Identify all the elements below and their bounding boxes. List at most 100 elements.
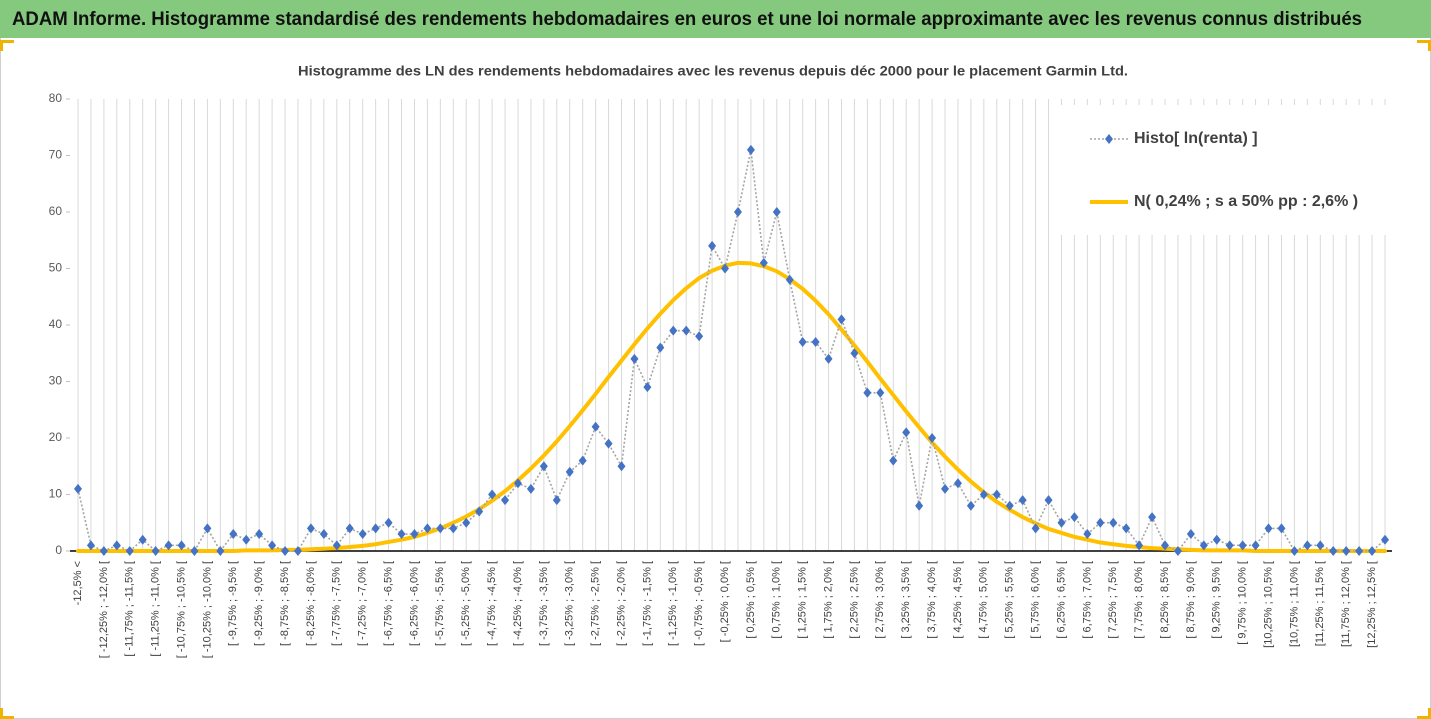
x-tick-label: [ 1,25% ; 1,5% [ xyxy=(797,561,809,639)
data-point xyxy=(86,540,95,551)
data-point xyxy=(1005,500,1014,511)
data-point xyxy=(384,517,393,528)
data-point xyxy=(695,331,704,342)
data-point xyxy=(643,382,652,393)
data-point xyxy=(1044,495,1053,506)
data-point xyxy=(669,325,678,336)
x-tick-label: [ 0,25% ; 0,5% [ xyxy=(745,561,757,639)
data-point xyxy=(682,325,691,336)
data-point xyxy=(992,489,1001,500)
data-point xyxy=(1199,540,1208,551)
data-point xyxy=(1096,517,1105,528)
data-point xyxy=(604,438,613,449)
x-tick-label: [ -9,25% ; -9,0% [ xyxy=(253,561,265,646)
x-tick-label: -12,5% < xyxy=(72,561,84,605)
y-tick-label: 20 xyxy=(49,430,63,444)
data-point xyxy=(74,483,82,494)
x-tick-label: [ -10,25% ; -10,0% [ xyxy=(201,561,213,658)
data-point xyxy=(850,348,859,359)
data-point xyxy=(475,506,484,517)
data-point xyxy=(177,540,186,551)
x-tick-label: [ -11,25% ; -11,0% [ xyxy=(150,561,162,657)
data-point xyxy=(164,540,173,551)
data-point xyxy=(928,433,937,443)
data-point xyxy=(979,489,988,500)
data-point xyxy=(902,427,911,438)
data-point xyxy=(1070,512,1079,523)
data-point xyxy=(501,495,510,506)
chart-title: Histogramme des LN des rendements hebdom… xyxy=(298,63,1128,79)
plot-area xyxy=(74,144,1389,556)
legend-box xyxy=(1058,105,1388,235)
x-tick-label: [10,25% ; 10,5% [ xyxy=(1262,561,1274,648)
x-tick-label: [ -11,75% ; -11,5% [ xyxy=(124,561,136,657)
data-point xyxy=(733,207,742,217)
x-tick-label: [12,25% ; 12,5% [ xyxy=(1366,561,1378,648)
data-point xyxy=(1342,546,1351,556)
legend-label: Histo[ ln(renta) ] xyxy=(1134,130,1258,147)
data-point xyxy=(1381,534,1389,545)
x-tick-label: [ 3,25% ; 3,5% [ xyxy=(900,561,912,639)
x-tick-label: [ -3,75% ; -3,5% [ xyxy=(538,561,550,646)
data-point xyxy=(268,540,277,551)
x-tick-label: [ -4,25% ; -4,0% [ xyxy=(512,561,524,646)
x-tick-label: [ -8,75% ; -8,5% [ xyxy=(279,561,291,646)
x-tick-label: [ -5,75% ; -5,5% [ xyxy=(434,561,446,646)
data-point xyxy=(112,540,121,551)
data-point xyxy=(591,421,600,432)
data-point xyxy=(941,483,950,494)
data-point xyxy=(1018,495,1027,506)
x-tick-label: [ 8,25% ; 8,5% [ xyxy=(1159,561,1171,639)
legend-marker xyxy=(1105,134,1113,144)
data-point xyxy=(824,353,833,364)
data-point xyxy=(488,489,497,500)
x-tick-label: [10,75% ; 11,0% [ xyxy=(1288,561,1300,647)
data-point xyxy=(656,342,665,353)
data-point xyxy=(785,274,794,285)
x-tick-label: [ 7,25% ; 7,5% [ xyxy=(1107,561,1119,639)
x-tick-label: [ -1,75% ; -1,5% [ xyxy=(641,561,653,646)
data-point xyxy=(1031,523,1040,534)
data-point xyxy=(306,523,315,534)
data-point xyxy=(255,529,264,540)
data-point xyxy=(1148,512,1157,523)
x-tick-label: [ -5,25% ; -5,0% [ xyxy=(460,561,472,646)
data-point xyxy=(759,257,768,268)
data-point xyxy=(772,207,781,217)
data-point xyxy=(1122,523,1131,534)
data-point xyxy=(242,534,251,545)
x-tick-label: [ 0,75% ; 1,0% [ xyxy=(771,561,783,639)
y-tick-label: 50 xyxy=(49,261,63,275)
data-point xyxy=(371,523,380,534)
data-point xyxy=(281,546,290,556)
data-point xyxy=(1303,540,1312,551)
x-tick-label: [ 4,25% ; 4,5% [ xyxy=(952,561,964,639)
data-point xyxy=(876,387,885,398)
data-point xyxy=(889,455,898,466)
x-tick-label: [ -10,75% ; -10,5% [ xyxy=(175,561,187,658)
data-point xyxy=(915,500,924,511)
data-point xyxy=(319,529,328,540)
data-point xyxy=(1238,540,1247,551)
data-point xyxy=(539,461,548,472)
data-point xyxy=(513,478,522,489)
data-point xyxy=(1290,546,1299,556)
y-tick-label: 0 xyxy=(55,543,62,557)
x-tick-label: [ 1,75% ; 2,0% [ xyxy=(822,561,834,639)
data-point xyxy=(863,387,872,398)
x-tick-label: [ 4,75% ; 5,0% [ xyxy=(978,561,990,639)
data-point xyxy=(99,546,108,556)
x-tick-label: [ 9,75% ; 10,0% [ xyxy=(1237,561,1249,645)
data-point xyxy=(462,517,471,528)
data-point xyxy=(953,478,962,489)
data-point xyxy=(630,353,639,364)
y-tick-label: 10 xyxy=(49,487,63,501)
data-point xyxy=(578,455,587,466)
data-point xyxy=(229,529,238,540)
data-point xyxy=(203,523,212,534)
x-tick-label: [ 9,25% ; 9,5% [ xyxy=(1211,561,1223,639)
data-point xyxy=(293,546,302,556)
x-tick-label: [ 5,75% ; 6,0% [ xyxy=(1030,561,1042,639)
data-point xyxy=(1212,534,1221,545)
data-point xyxy=(358,529,367,540)
